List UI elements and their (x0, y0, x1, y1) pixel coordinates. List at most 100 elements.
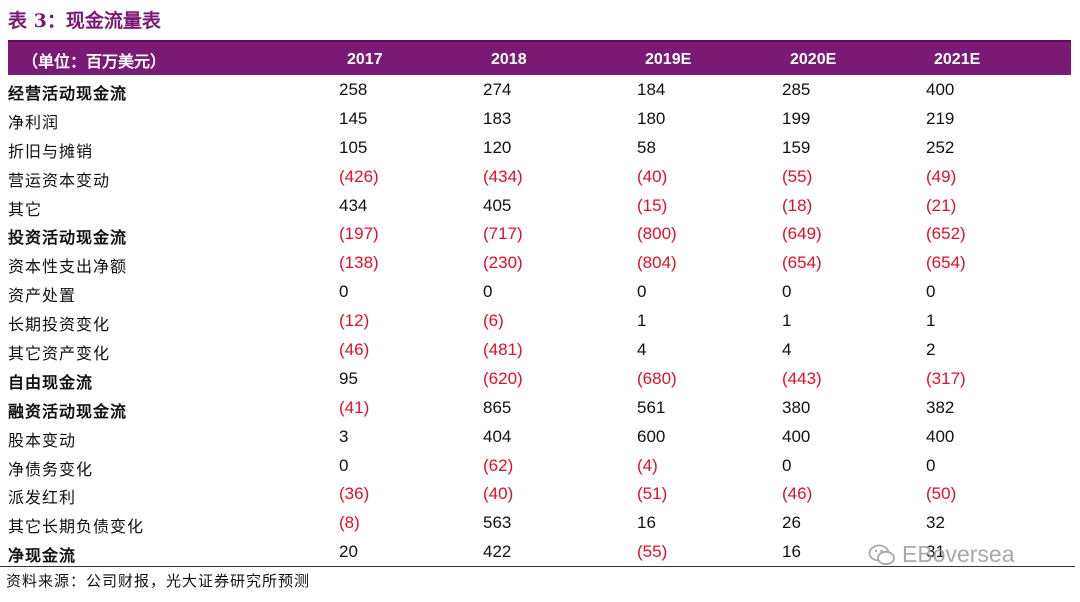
cell-value: (138) (339, 253, 379, 273)
table-row: 长期投资变化 (12) (6) 1 1 1 (0, 307, 1080, 336)
cell-value: 400 (926, 426, 955, 446)
cell-value: (197) (339, 224, 379, 244)
cell-value: (481) (483, 340, 523, 360)
table-row: 投资活动现金流 (197) (717) (800) (649) (652) (0, 220, 1080, 249)
cell-value: (46) (339, 340, 370, 360)
cell-value: 400 (926, 80, 955, 99)
cell-value: 95 (339, 368, 358, 388)
cell-value: (12) (339, 311, 370, 331)
cell-value: 0 (782, 282, 792, 302)
year-header: 2018 (491, 51, 527, 68)
cell-value: (40) (637, 166, 668, 186)
cell-value: 405 (483, 195, 512, 215)
row-label: 股本变动 (8, 430, 77, 450)
cell-value: (654) (926, 253, 966, 273)
cell-value: 105 (339, 137, 368, 157)
cell-value: (46) (782, 484, 813, 504)
table-body: 经营活动现金流 258 274 184 285 400 净利润 145 183 180 199 219… (0, 76, 1080, 567)
cell-value: 4 (637, 340, 647, 360)
cell-value: 31 (926, 542, 945, 562)
cell-value: 184 (637, 80, 666, 99)
cell-value: (680) (637, 368, 677, 388)
cell-value: 1 (637, 311, 647, 331)
cell-value: 252 (926, 137, 955, 157)
cell-value: 199 (782, 108, 811, 128)
table-row: 自由现金流 95 (620) (680) (443) (317) (0, 365, 1080, 394)
cell-value: 0 (339, 282, 349, 302)
table-row: 融资活动现金流 (41) 865 561 380 382 (0, 394, 1080, 423)
cell-value: 600 (637, 426, 666, 446)
cell-value: 0 (926, 282, 936, 302)
cell-value: 285 (782, 80, 811, 99)
cell-value: (55) (637, 542, 668, 562)
watermark: EBoversea (868, 541, 1015, 568)
row-label: 其它 (8, 199, 43, 219)
cell-value: (652) (926, 224, 966, 244)
cell-value: 219 (926, 108, 955, 128)
table-row: 净利润 145 183 180 199 219 (0, 105, 1080, 134)
table-bottom-rule (0, 566, 1075, 567)
table-row: 净债务变化 0 (62) (4) 0 0 (0, 452, 1080, 481)
row-label: 净债务变化 (8, 459, 94, 479)
row-label: 资本性支出净额 (8, 257, 128, 277)
cell-value: 16 (782, 542, 801, 562)
cell-value: (6) (483, 311, 504, 331)
table-row: 净现金流 20 422 (55) 16 31 (0, 538, 1080, 567)
row-label: 营运资本变动 (8, 170, 111, 190)
table-row: 经营活动现金流 258 274 184 285 400 (0, 76, 1080, 105)
cell-value: 404 (483, 426, 512, 446)
cell-value: 2 (926, 340, 936, 360)
table-row: 派发红利 (36) (40) (51) (46) (50) (0, 480, 1080, 509)
table-row: 其它 434 405 (15) (18) (21) (0, 192, 1080, 221)
cell-value: 3 (339, 426, 349, 446)
cell-value: (8) (339, 513, 360, 533)
cell-value: (800) (637, 224, 677, 244)
watermark-text: EBoversea (902, 541, 1015, 567)
cell-value: 16 (637, 513, 656, 533)
cell-value: (49) (926, 166, 957, 186)
cell-value: (36) (339, 484, 370, 504)
cell-value: (434) (483, 166, 523, 186)
cell-value: (21) (926, 195, 957, 215)
table-row: 股本变动 3 404 600 400 400 (0, 423, 1080, 452)
cell-value: 274 (483, 80, 512, 99)
table-title: 表 3：现金流量表 (8, 10, 161, 32)
row-label: 其它长期负债变化 (8, 517, 145, 537)
cell-value: (620) (483, 368, 523, 388)
cell-value: 865 (483, 397, 512, 417)
cell-value: 0 (339, 455, 349, 475)
cell-value: 258 (339, 80, 368, 99)
wechat-icon (868, 544, 895, 565)
cell-value: (649) (782, 224, 822, 244)
cell-value: 0 (926, 455, 936, 475)
cell-value: 32 (926, 513, 945, 533)
row-label: 长期投资变化 (8, 315, 111, 335)
cell-value: (41) (339, 397, 370, 417)
cell-value: 434 (339, 195, 368, 215)
row-label: 投资活动现金流 (8, 228, 128, 248)
cell-value: 183 (483, 108, 512, 128)
cell-value: 159 (782, 137, 811, 157)
cell-value: (4) (637, 455, 658, 475)
table-header: （单位：百万美元） 2017 2018 2019E 2020E 2021E (8, 40, 1071, 75)
table-row: 折旧与摊销 105 120 58 159 252 (0, 134, 1080, 163)
cell-value: 20 (339, 542, 358, 562)
row-label: 其它资产变化 (8, 344, 111, 364)
cell-value: 561 (637, 397, 666, 417)
cell-value: 145 (339, 108, 368, 128)
table-row: 其它资产变化 (46) (481) 4 4 2 (0, 336, 1080, 365)
cell-value: (426) (339, 166, 379, 186)
cell-value: (50) (926, 484, 957, 504)
cell-value: 1 (926, 311, 936, 331)
year-header: 2021E (934, 51, 981, 68)
row-label: 派发红利 (8, 488, 77, 508)
cell-value: 0 (483, 282, 493, 302)
cell-value: 0 (637, 282, 647, 302)
unit-label: （单位：百万美元） (22, 52, 167, 71)
source-note: 资料来源：公司财报，光大证券研究所预测 (6, 572, 311, 590)
row-label: 自由现金流 (8, 372, 94, 392)
cell-value: (51) (637, 484, 668, 504)
cell-value: (15) (637, 195, 668, 215)
table-row: 其它长期负债变化 (8) 563 16 26 32 (0, 509, 1080, 538)
row-label: 净现金流 (8, 546, 77, 566)
